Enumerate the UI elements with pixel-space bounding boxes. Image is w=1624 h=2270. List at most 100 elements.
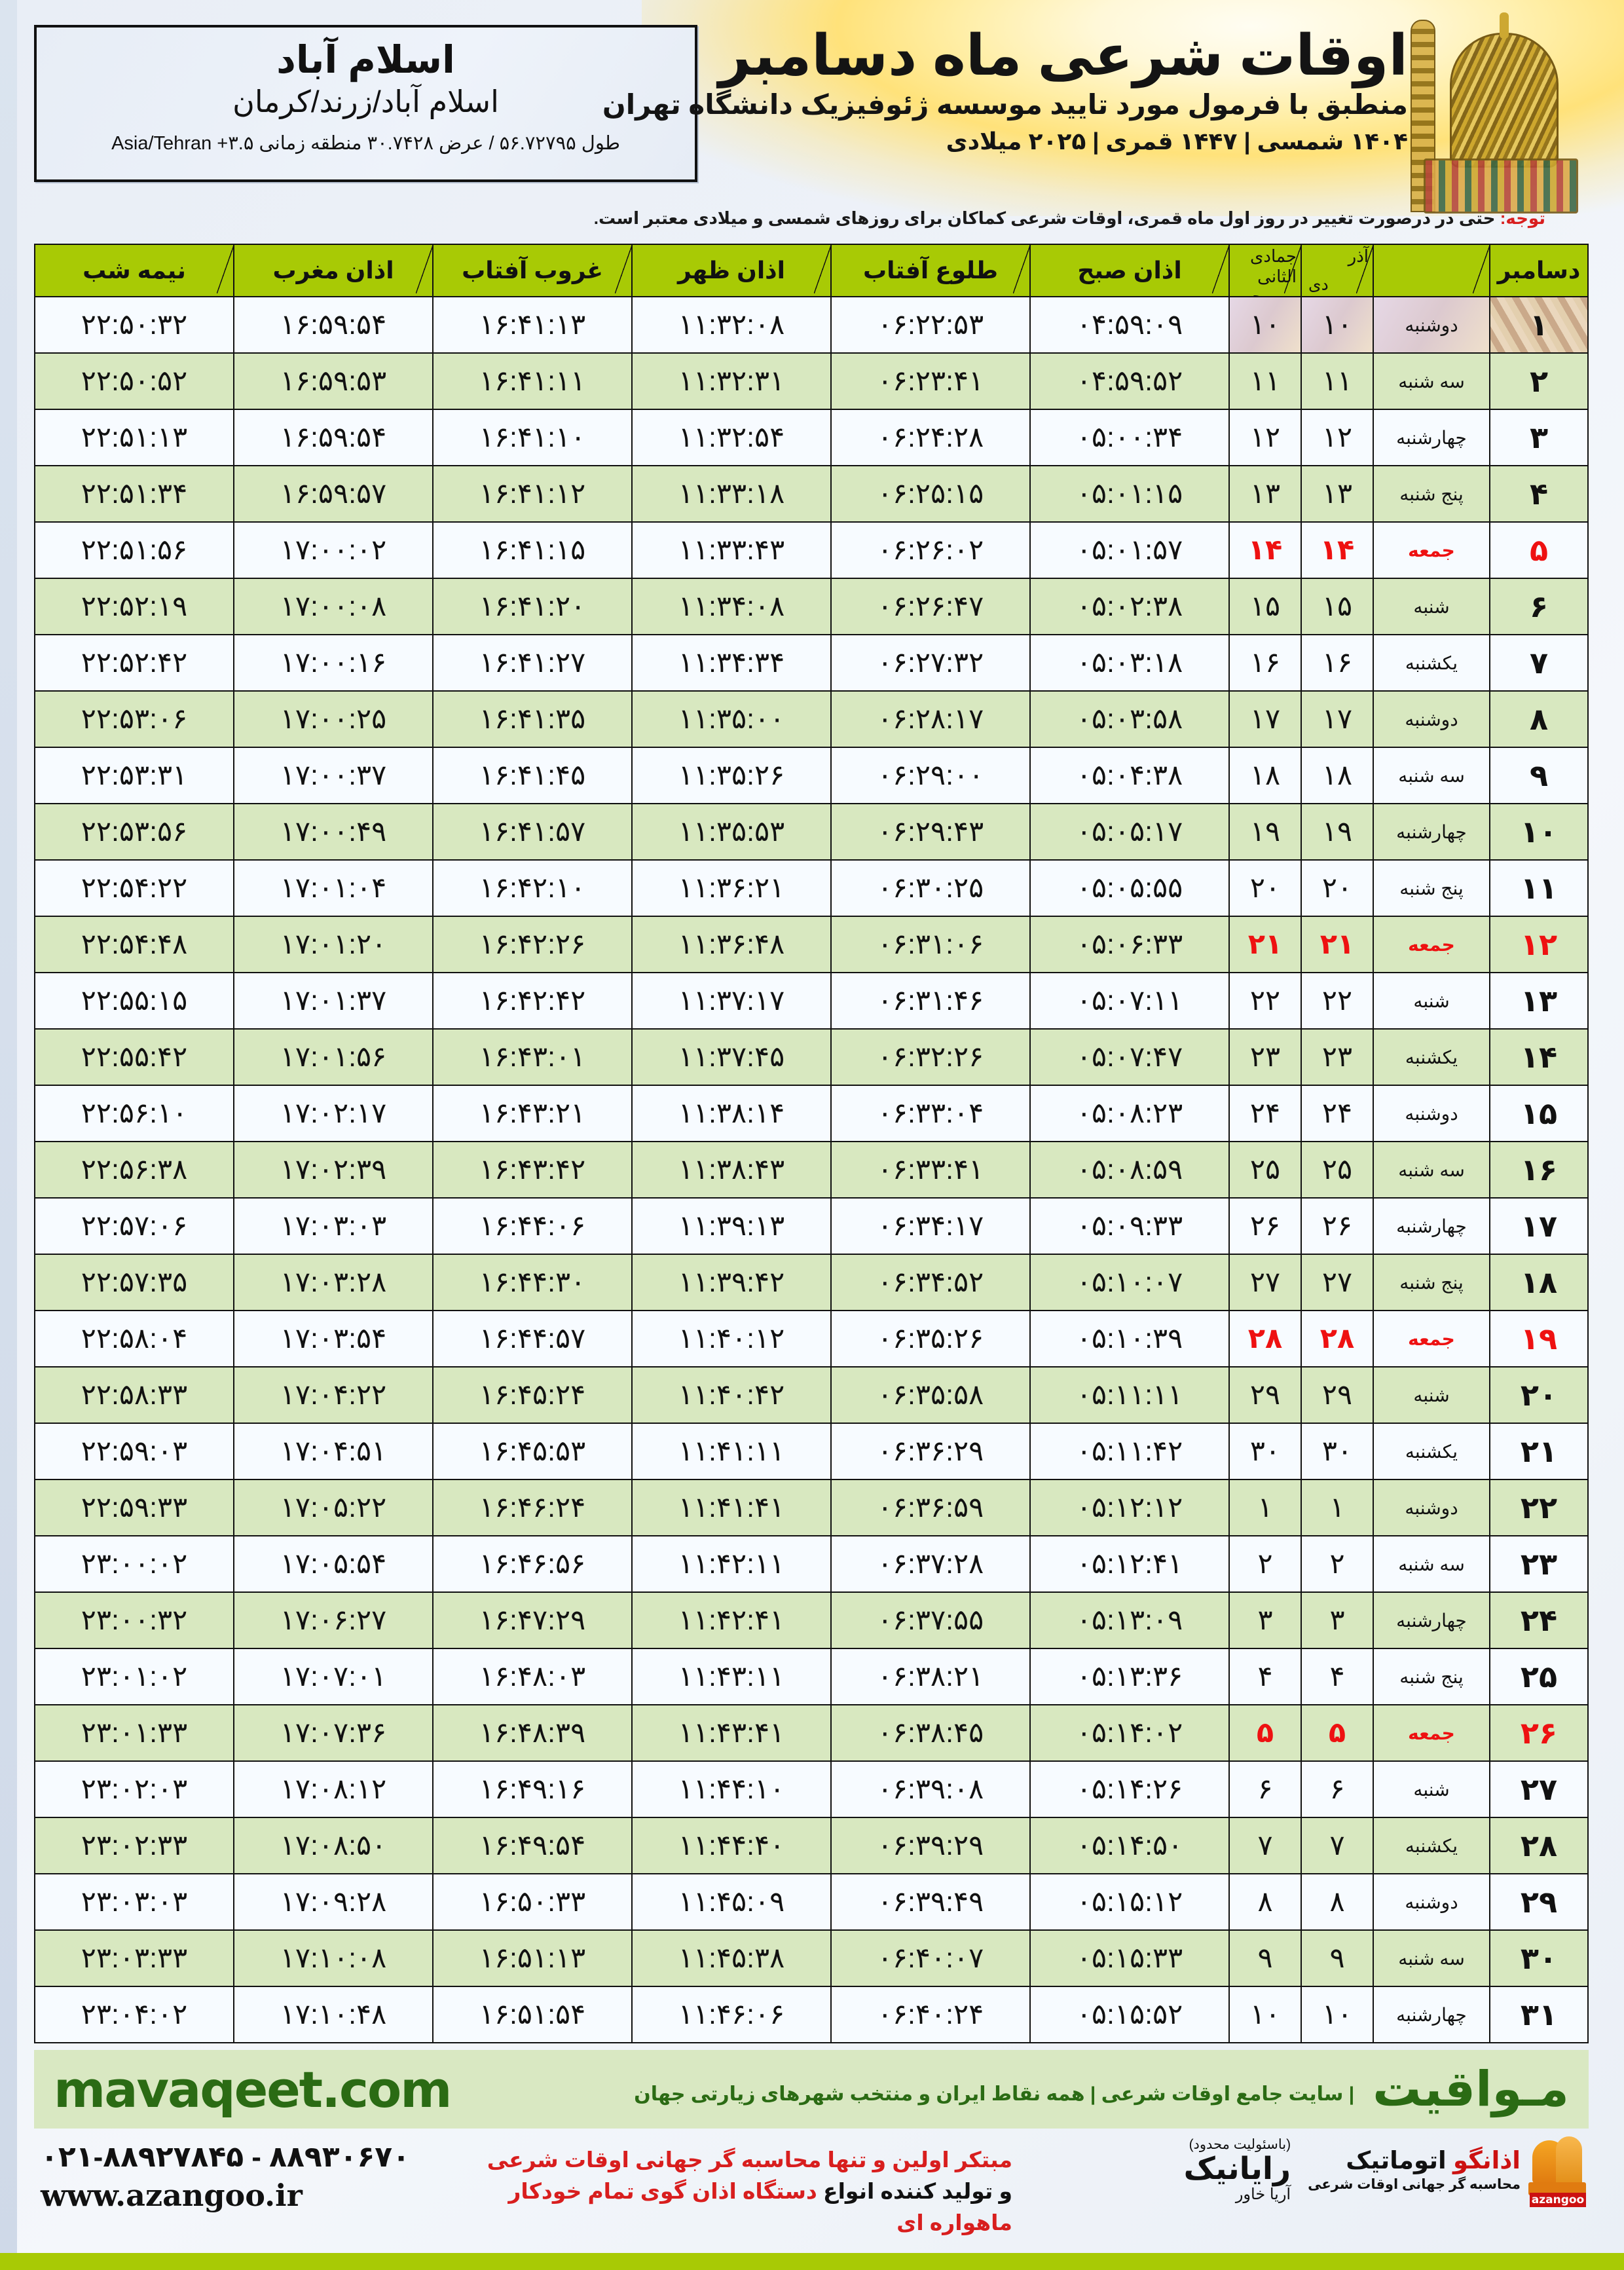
- cell-sunrise: ۰۶:۳۹:۴۹: [830, 1873, 1031, 1931]
- cell-sunset: ۱۶:۴۱:۲۰: [432, 578, 633, 635]
- cell-fajr: ۰۵:۰۵:۵۵: [1029, 859, 1230, 917]
- cell-midnight: ۲۲:۵۹:۳۳: [34, 1479, 234, 1536]
- cell-midnight: ۲۳:۰۱:۳۳: [34, 1704, 234, 1762]
- cell-day: ۲۱: [1489, 1423, 1589, 1480]
- cell-midnight: ۲۳:۰۰:۰۲: [34, 1535, 234, 1593]
- cell-fajr: ۰۵:۰۱:۱۵: [1029, 465, 1230, 523]
- cell-maghrib: ۱۷:۰۰:۲۵: [233, 690, 434, 748]
- cell-sunrise: ۰۶:۲۵:۱۵: [830, 465, 1031, 523]
- cell-sunrise: ۰۶:۲۹:۴۳: [830, 803, 1031, 861]
- cell-day: ۳۰: [1489, 1929, 1589, 1987]
- cell-dhuhr: ۱۱:۴۴:۱۰: [631, 1760, 832, 1818]
- cell-fajr: ۰۵:۱۰:۰۷: [1029, 1254, 1230, 1311]
- cell-hijri: ۲۲: [1228, 972, 1302, 1030]
- cell-dhuhr: ۱۱:۴۱:۴۱: [631, 1479, 832, 1536]
- cell-weekday: چهارشنبه: [1373, 409, 1490, 466]
- cell-dhuhr: ۱۱:۴۳:۱۱: [631, 1648, 832, 1705]
- cell-midnight: ۲۲:۵۸:۰۴: [34, 1310, 234, 1368]
- table-row: ۲۷ شنبه ۶ ۶ ۰۵:۱۴:۲۶ ۰۶:۳۹:۰۸ ۱۱:۴۴:۱۰ ۱۶:۴۹:۱۶…: [34, 1760, 1589, 1818]
- table-row: ۱۷ چهارشنبه ۲۶ ۲۶ ۰۵:۰۹:۳۳ ۰۶:۳۴:۱۷ ۱۱:۳۹:۱۳ ۱۶…: [34, 1197, 1589, 1255]
- cell-midnight: ۲۲:۵۴:۴۸: [34, 916, 234, 973]
- page-header: اسلام آباد اسلام آباد/زرند/کرمان طول ۵۶.…: [0, 0, 1624, 216]
- cell-sunrise: ۰۶:۳۵:۲۶: [830, 1310, 1031, 1368]
- cell-midnight: ۲۲:۵۲:۴۲: [34, 634, 234, 692]
- table-row: ۹ سه شنبه ۱۸ ۱۸ ۰۵:۰۴:۳۸ ۰۶:۲۹:۰۰ ۱۱:۳۵:۲۶ ۱۶:۴…: [34, 747, 1589, 804]
- cell-dhuhr: ۱۱:۴۲:۱۱: [631, 1535, 832, 1593]
- cell-weekday: پنج شنبه: [1373, 859, 1490, 917]
- cell-midnight: ۲۳:۰۲:۳۳: [34, 1817, 234, 1874]
- cell-maghrib: ۱۶:۵۹:۵۳: [233, 352, 434, 410]
- cell-sunset: ۱۶:۴۳:۲۱: [432, 1085, 633, 1142]
- cell-sunset: ۱۶:۴۱:۱۳: [432, 296, 633, 354]
- cell-fajr: ۰۵:۱۰:۳۹: [1029, 1310, 1230, 1368]
- cell-hijri: ۸: [1228, 1873, 1302, 1931]
- cell-midnight: ۲۲:۵۲:۱۹: [34, 578, 234, 635]
- cell-sunset: ۱۶:۴۱:۱۰: [432, 409, 633, 466]
- col-header-maghrib: اذان مغرب: [233, 244, 434, 297]
- table-row: ۱۹ جمعه ۲۸ ۲۸ ۰۵:۱۰:۳۹ ۰۶:۳۵:۲۶ ۱۱:۴۰:۱۲ ۱۶:۴۴:…: [34, 1310, 1589, 1368]
- cell-hijri: ۱۰: [1228, 1986, 1302, 2043]
- cell-day: ۹: [1489, 747, 1589, 804]
- cell-weekday: یکشنبه: [1373, 1817, 1490, 1874]
- cell-jalali: ۹: [1301, 1929, 1374, 1987]
- cell-weekday: چهارشنبه: [1373, 1591, 1490, 1649]
- cell-dhuhr: ۱۱:۴۴:۴۰: [631, 1817, 832, 1874]
- cell-sunrise: ۰۶:۳۴:۱۷: [830, 1197, 1031, 1255]
- cell-sunrise: ۰۶:۳۹:۲۹: [830, 1817, 1031, 1874]
- cell-midnight: ۲۲:۵۳:۳۱: [34, 747, 234, 804]
- left-edge-bar: [0, 0, 17, 2270]
- cell-hijri: ۶: [1228, 1760, 1302, 1818]
- azangoo-title: اذانگو اتوماتیک: [1308, 2148, 1521, 2172]
- contact-block: ۰۲۱-۸۸۹۲۷۸۴۵ - ۸۸۹۳۰۶۷۰ www.azangoo.ir: [41, 2140, 410, 2213]
- cell-midnight: ۲۲:۵۰:۵۲: [34, 352, 234, 410]
- bottom-green-strip: [0, 2253, 1624, 2270]
- cell-hijri: ۱: [1228, 1479, 1302, 1536]
- contact-website[interactable]: www.azangoo.ir: [41, 2178, 303, 2213]
- cell-sunset: ۱۶:۵۱:۵۴: [432, 1986, 633, 2043]
- cell-sunset: ۱۶:۴۳:۰۱: [432, 1028, 633, 1086]
- cell-weekday: سه شنبه: [1373, 352, 1490, 410]
- cell-midnight: ۲۲:۵۳:۵۶: [34, 803, 234, 861]
- table-row: ۲۳ سه شنبه ۲ ۲ ۰۵:۱۲:۴۱ ۰۶:۳۷:۲۸ ۱۱:۴۲:۱۱ ۱۶:۴۶…: [34, 1535, 1589, 1593]
- cell-sunrise: ۰۶:۳۲:۲۶: [830, 1028, 1031, 1086]
- cell-jalali: ۸: [1301, 1873, 1374, 1931]
- cell-maghrib: ۱۷:۰۹:۲۸: [233, 1873, 434, 1931]
- cell-hijri: ۹: [1228, 1929, 1302, 1987]
- cell-jalali: ۷: [1301, 1817, 1374, 1874]
- company-slogan: مبتکر اولین و تنها محاسبه گر جهانی اوقات…: [423, 2144, 1012, 2239]
- col-header-fajr: اذان صبح: [1029, 244, 1230, 297]
- cell-midnight: ۲۲:۵۴:۲۲: [34, 859, 234, 917]
- cell-sunrise: ۰۶:۳۴:۵۲: [830, 1254, 1031, 1311]
- cell-jalali: ۲۳: [1301, 1028, 1374, 1086]
- cell-weekday: دوشنبه: [1373, 1873, 1490, 1931]
- table-row: ۲۴ چهارشنبه ۳ ۳ ۰۵:۱۳:۰۹ ۰۶:۳۷:۵۵ ۱۱:۴۲:۴۱ ۱۶:۴…: [34, 1591, 1589, 1649]
- table-row: ۱۵ دوشنبه ۲۴ ۲۴ ۰۵:۰۸:۲۳ ۰۶:۳۳:۰۴ ۱۱:۳۸:۱۴ ۱۶:۴…: [34, 1085, 1589, 1142]
- cell-midnight: ۲۲:۵۱:۳۴: [34, 465, 234, 523]
- cell-maghrib: ۱۷:۰۲:۱۷: [233, 1085, 434, 1142]
- cell-fajr: ۰۵:۱۴:۲۶: [1029, 1760, 1230, 1818]
- cell-fajr: ۰۵:۱۲:۱۲: [1029, 1479, 1230, 1536]
- cell-jalali: ۲۰: [1301, 859, 1374, 917]
- cell-jalali: ۲۶: [1301, 1197, 1374, 1255]
- cell-sunset: ۱۶:۴۷:۲۹: [432, 1591, 633, 1649]
- cell-jalali: ۵: [1301, 1704, 1374, 1762]
- cell-midnight: ۲۲:۵۹:۰۳: [34, 1423, 234, 1480]
- cell-fajr: ۰۵:۱۵:۵۲: [1029, 1986, 1230, 2043]
- cell-day: ۲۹: [1489, 1873, 1589, 1931]
- cell-midnight: ۲۳:۰۳:۳۳: [34, 1929, 234, 1987]
- cell-maghrib: ۱۷:۰۲:۳۹: [233, 1141, 434, 1199]
- cell-fajr: ۰۵:۱۲:۴۱: [1029, 1535, 1230, 1593]
- cell-sunset: ۱۶:۴۱:۱۲: [432, 465, 633, 523]
- cell-maghrib: ۱۷:۰۳:۲۸: [233, 1254, 434, 1311]
- prayer-times-table: دسامبر آذر دی جمادی الثانی رجب اذان صبح …: [34, 244, 1589, 2043]
- brand-url[interactable]: mavaqeet.com: [54, 2060, 452, 2119]
- cell-dhuhr: ۱۱:۳۸:۴۳: [631, 1141, 832, 1199]
- cell-fajr: ۰۴:۵۹:۰۹: [1029, 296, 1230, 354]
- azangoo-mosque-icon: azangoo: [1526, 2136, 1589, 2207]
- cell-day: ۲۳: [1489, 1535, 1589, 1593]
- table-body: ۱ دوشنبه ۱۰ ۱۰ ۰۴:۵۹:۰۹ ۰۶:۲۲:۵۳ ۱۱:۳۲:۰۸ ۱۶:۴۱…: [34, 296, 1589, 2043]
- cell-weekday: یکشنبه: [1373, 1423, 1490, 1480]
- cell-hijri: ۷: [1228, 1817, 1302, 1874]
- cell-jalali: ۱۸: [1301, 747, 1374, 804]
- cell-jalali: ۳: [1301, 1591, 1374, 1649]
